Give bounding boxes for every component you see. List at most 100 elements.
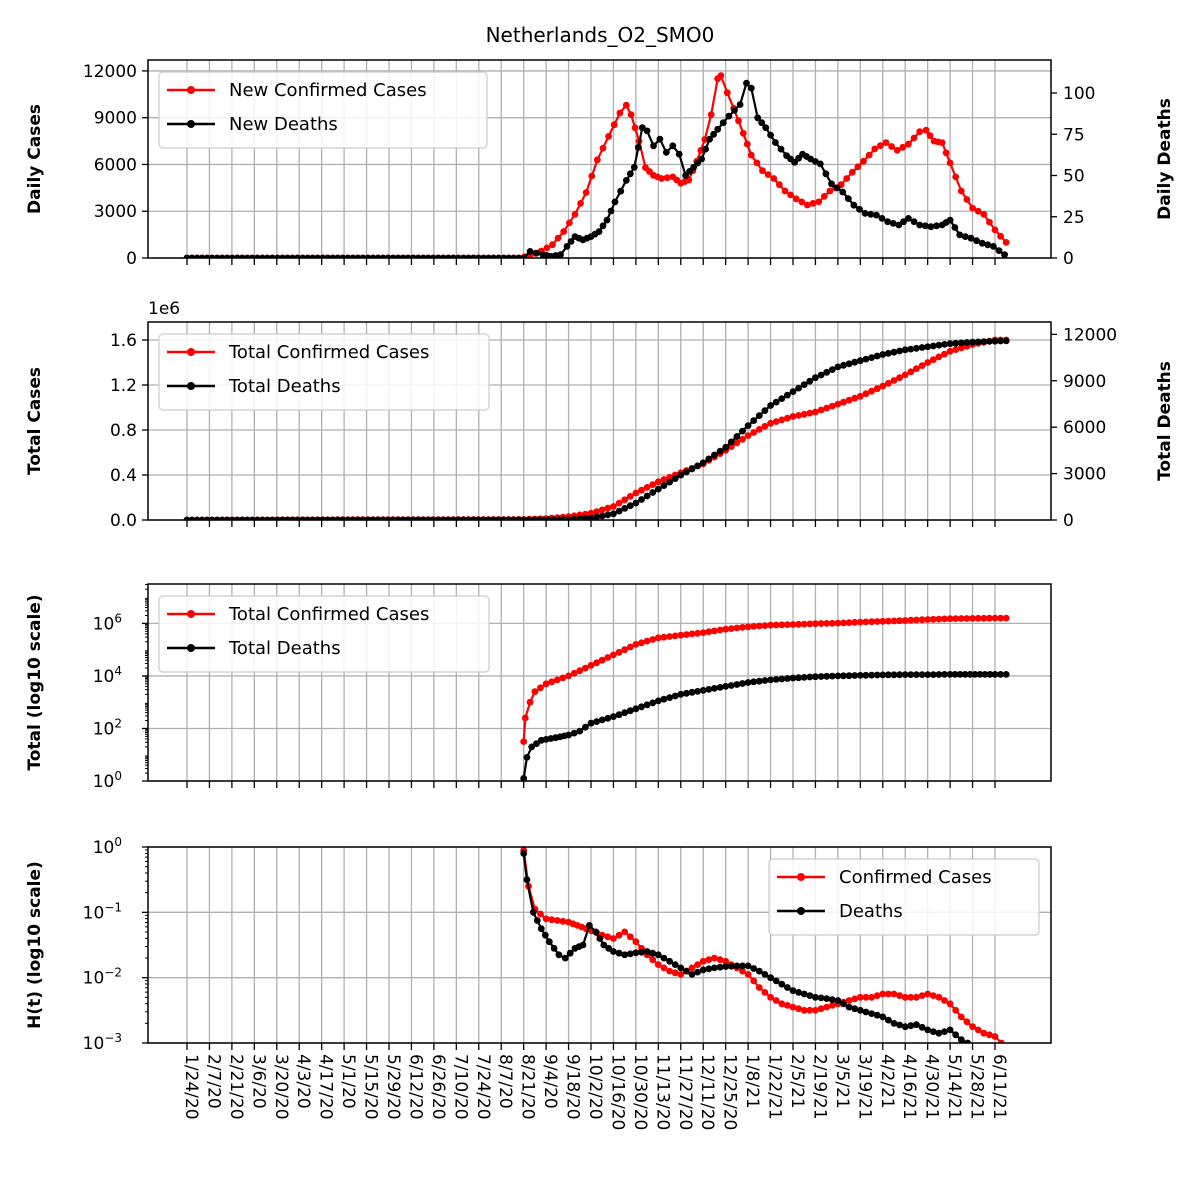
series-new-deaths-point	[460, 254, 467, 258]
series-total-confirmed-cases-point	[946, 347, 954, 355]
series-confirmed-cases-point	[998, 1039, 1005, 1043]
series-total-confirmed-cases-point	[593, 508, 600, 515]
series-deaths-point	[722, 963, 730, 970]
y-tick-label: 0.8	[110, 421, 137, 441]
series-deaths-point	[537, 925, 545, 933]
series-deaths-point	[533, 917, 541, 924]
series-new-deaths-point	[505, 254, 512, 258]
series-new-confirmed-cases-point	[577, 200, 584, 207]
series-total-confirmed-cases-point	[761, 422, 769, 430]
series-total-confirmed-cases-point	[649, 636, 657, 643]
series-new-deaths-point	[910, 218, 918, 226]
series-deaths-point	[649, 949, 657, 957]
series-deaths-point	[823, 995, 831, 1002]
series-deaths-point	[739, 962, 746, 970]
series-total-deaths-point	[593, 718, 600, 725]
series-new-deaths-point	[344, 254, 352, 258]
series-total-confirmed-cases-point	[963, 615, 971, 622]
x-tick-label: 10/30/20	[630, 1054, 650, 1130]
series-deaths-point	[605, 944, 612, 952]
series-new-confirmed-cases-point	[926, 132, 934, 140]
series-confirmed-cases-point	[744, 971, 752, 978]
series-new-deaths-point	[702, 145, 709, 153]
series-deaths-point	[610, 948, 617, 955]
series-deaths-point	[566, 949, 574, 957]
series-deaths-point	[941, 1028, 948, 1035]
series-deaths-point	[621, 951, 629, 959]
series-deaths-point	[755, 967, 763, 975]
series-new-confirmed-cases-point	[980, 210, 988, 218]
series-deaths-point	[699, 966, 707, 974]
series-deaths-point	[868, 1010, 875, 1017]
series-confirmed-cases-point	[621, 928, 629, 936]
series-total-deaths-point	[666, 478, 673, 486]
series-total-deaths-line	[522, 673, 1007, 779]
series-total-deaths-point	[582, 723, 589, 731]
series-total-deaths-point	[683, 689, 690, 697]
series-total-deaths-point	[806, 377, 814, 385]
series-new-deaths-point	[956, 231, 964, 239]
series-total-deaths-point	[750, 678, 758, 686]
series-total-deaths-point	[314, 516, 321, 520]
series-deaths-point	[851, 1005, 859, 1013]
series-confirmed-cases-point	[890, 990, 898, 998]
legend-swatch-marker	[187, 382, 195, 390]
series-total-deaths-point	[823, 672, 831, 680]
series-total-confirmed-cases-point	[615, 499, 623, 507]
series-total-deaths-point	[319, 516, 327, 520]
series-total-deaths-point	[299, 516, 306, 520]
legend-swatch-marker	[187, 86, 195, 94]
series-new-deaths-point	[259, 254, 266, 258]
series-total-deaths-point	[739, 680, 746, 687]
series-total-confirmed-cases-point	[941, 615, 948, 623]
series-total-deaths-point	[480, 516, 487, 520]
series-total-deaths-point	[248, 516, 256, 520]
series-total-deaths-point	[429, 516, 437, 520]
series-confirmed-cases-point	[873, 992, 881, 999]
series-total-deaths-point	[688, 688, 696, 696]
series-total-confirmed-cases-point	[587, 509, 595, 517]
series-new-confirmed-cases-point	[963, 196, 971, 203]
y-right-tick-label: 50	[1063, 167, 1085, 187]
x-tick-label: 4/30/21	[922, 1054, 942, 1120]
series-confirmed-cases-point	[553, 917, 561, 924]
legend-label: Total Deaths	[228, 376, 341, 397]
series-deaths-point	[907, 1022, 915, 1030]
series-new-deaths-point	[946, 216, 954, 224]
series-new-confirmed-cases-point	[843, 175, 851, 182]
series-total-deaths-point	[974, 338, 982, 346]
series-total-deaths-point	[660, 482, 668, 489]
series-total-confirmed-cases-point	[957, 344, 965, 352]
series-new-deaths-point	[379, 254, 387, 258]
series-new-deaths-point	[238, 254, 246, 258]
series-total-deaths-point	[981, 671, 989, 678]
series-new-deaths-point	[213, 254, 221, 258]
series-new-confirmed-cases-point	[543, 244, 551, 252]
series-new-confirmed-cases-point	[560, 228, 568, 235]
series-total-deaths-point	[598, 512, 606, 520]
series-total-deaths-point	[654, 697, 662, 705]
series-total-confirmed-cases-point	[604, 654, 612, 661]
series-new-deaths-point	[510, 254, 517, 258]
series-total-confirmed-cases-point	[739, 624, 746, 631]
series-deaths-point	[579, 941, 587, 949]
series-new-deaths-point	[758, 119, 766, 127]
series-deaths-point	[789, 987, 797, 995]
series-deaths-point	[545, 938, 553, 946]
series-new-deaths-point	[394, 254, 402, 258]
x-tick-label: 3/19/21	[854, 1054, 874, 1120]
panel-2: 0.0 0.4 0.8 1.2 1.6 0 3000 6000 9000 12000 Total D…	[25, 299, 1175, 531]
series-deaths-point	[688, 971, 696, 978]
series-new-confirmed-cases-point	[820, 193, 828, 200]
series-total-confirmed-cases-point	[851, 618, 859, 626]
series-total-confirmed-cases-point	[784, 621, 791, 628]
series-new-confirmed-cases-point	[605, 133, 612, 140]
series-total-deaths-point	[389, 516, 397, 520]
series-total-deaths-point	[885, 349, 892, 357]
series-new-confirmed-cases-point	[893, 147, 901, 154]
series-new-deaths-point	[622, 177, 630, 184]
series-total-confirmed-cases-point	[991, 614, 999, 622]
series-total-deaths-point	[632, 705, 640, 713]
series-new-deaths-point	[526, 248, 534, 255]
series-total-deaths-point	[515, 516, 522, 520]
